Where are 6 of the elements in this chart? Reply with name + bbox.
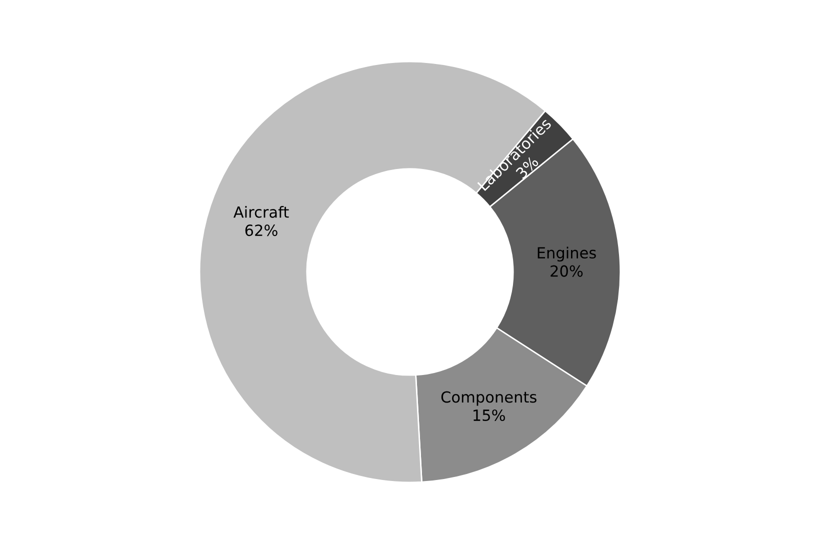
- slice-label: Aircraft: [233, 206, 289, 218]
- slice-label: Engines: [538, 246, 596, 262]
- data-label: 62%: [245, 224, 278, 236]
- slice-label: Components: [441, 391, 536, 406]
- data-label: 15%: [474, 409, 505, 422]
- data-label: 20%: [550, 265, 583, 277]
